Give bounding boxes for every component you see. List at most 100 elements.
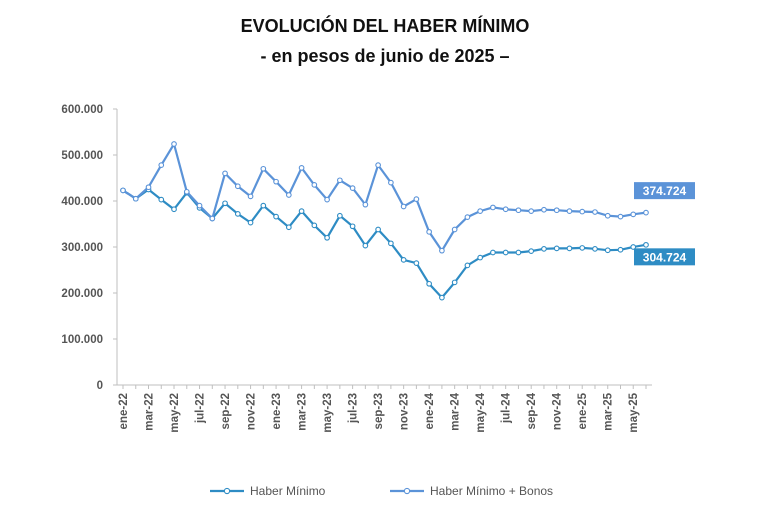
data-point xyxy=(579,245,586,251)
data-point xyxy=(439,247,445,254)
data-point xyxy=(413,260,420,266)
data-point xyxy=(643,241,649,248)
data-point xyxy=(426,228,432,235)
y-tick-label: 600.000 xyxy=(61,104,103,116)
data-point xyxy=(324,234,330,241)
x-tick-label: mar-22 xyxy=(144,393,156,431)
data-point xyxy=(426,280,432,287)
y-tick-label: 200.000 xyxy=(61,288,103,300)
x-tick-label: nov-24 xyxy=(552,392,564,430)
data-point xyxy=(592,209,598,215)
x-tick-label: ene-23 xyxy=(271,393,283,429)
data-point xyxy=(183,188,190,195)
series-layer xyxy=(120,141,649,301)
x-tick-label: nov-23 xyxy=(399,393,411,430)
x-tick-label: ene-24 xyxy=(424,392,436,429)
data-point xyxy=(541,245,547,252)
data-point xyxy=(171,141,177,147)
legend: Haber Mínimo Haber Mínimo + Bonos xyxy=(210,484,553,498)
axes: 0 100.000 200.000 300.000 400.000 500.000 600.… xyxy=(61,104,652,433)
data-point xyxy=(400,257,407,263)
legend-label: Haber Mínimo + Bonos xyxy=(430,484,553,498)
data-point xyxy=(362,242,369,249)
data-point xyxy=(464,214,471,220)
data-point xyxy=(515,207,522,214)
data-point xyxy=(541,206,547,213)
data-point xyxy=(158,162,165,168)
data-point xyxy=(502,249,509,256)
x-tick-label: may-24 xyxy=(475,392,487,432)
x-tick-label: jul-23 xyxy=(348,393,360,424)
x-tick-label: sep-24 xyxy=(526,392,538,429)
data-point xyxy=(349,223,356,230)
data-point xyxy=(553,207,560,214)
x-tick-label: sep-22 xyxy=(220,393,232,429)
data-point xyxy=(502,206,509,213)
data-point xyxy=(592,245,598,252)
data-point xyxy=(234,211,241,217)
data-point xyxy=(260,202,267,209)
legend-label: Haber Mínimo xyxy=(250,484,326,498)
series-line xyxy=(122,141,647,253)
data-point xyxy=(273,178,279,185)
x-tick-label: ene-25 xyxy=(577,392,589,429)
legend-item: Haber Mínimo xyxy=(210,484,326,498)
data-point xyxy=(247,219,254,226)
data-point xyxy=(273,213,279,220)
chart-title: EVOLUCIÓN DEL HABER MÍNIMO xyxy=(240,16,530,36)
x-tick-label: jul-22 xyxy=(195,393,207,424)
data-point xyxy=(260,165,267,172)
y-tick-label: 0 xyxy=(97,380,103,392)
data-point xyxy=(337,177,343,184)
data-point xyxy=(617,246,624,253)
data-point xyxy=(158,196,165,203)
data-point xyxy=(349,185,356,191)
data-point xyxy=(375,226,381,233)
data-point xyxy=(553,245,560,252)
legend-item: Haber Mínimo + Bonos xyxy=(390,484,553,498)
data-point xyxy=(196,202,203,209)
series-2 xyxy=(120,141,649,254)
x-tick-label: jul-24 xyxy=(501,392,513,424)
data-point xyxy=(490,249,496,256)
x-tick-label: may-23 xyxy=(322,393,334,433)
data-point xyxy=(604,212,611,219)
data-point xyxy=(617,213,624,220)
data-point xyxy=(222,170,228,177)
data-point xyxy=(630,244,637,250)
data-point xyxy=(132,195,139,202)
data-point xyxy=(311,182,318,188)
data-point xyxy=(400,203,407,210)
data-point xyxy=(120,187,126,194)
data-point xyxy=(413,196,420,203)
data-point xyxy=(298,165,305,171)
data-point xyxy=(490,204,496,211)
data-point xyxy=(566,208,573,214)
data-point xyxy=(375,162,381,168)
data-point xyxy=(439,294,445,301)
data-point xyxy=(285,192,292,198)
legend-marker xyxy=(403,487,411,495)
data-point xyxy=(579,208,586,215)
data-point xyxy=(247,193,254,200)
data-point xyxy=(528,208,535,214)
end-value-label: 374.724 xyxy=(643,184,687,198)
data-point xyxy=(234,183,241,190)
data-point xyxy=(528,248,535,254)
data-point xyxy=(388,240,394,247)
x-tick-label: nov-22 xyxy=(246,393,258,430)
data-point xyxy=(515,249,522,256)
data-point xyxy=(477,254,484,261)
data-point xyxy=(604,247,611,254)
data-point xyxy=(451,279,458,286)
data-point xyxy=(324,196,330,203)
end-label-box xyxy=(634,182,695,200)
y-tick-label: 500.000 xyxy=(61,150,103,162)
data-point xyxy=(643,209,649,216)
x-tick-label: ene-22 xyxy=(118,393,130,429)
x-tick-label: sep-23 xyxy=(373,393,385,429)
y-tick-label: 300.000 xyxy=(61,242,103,254)
data-point xyxy=(388,179,394,186)
y-tick-label: 400.000 xyxy=(61,196,103,208)
